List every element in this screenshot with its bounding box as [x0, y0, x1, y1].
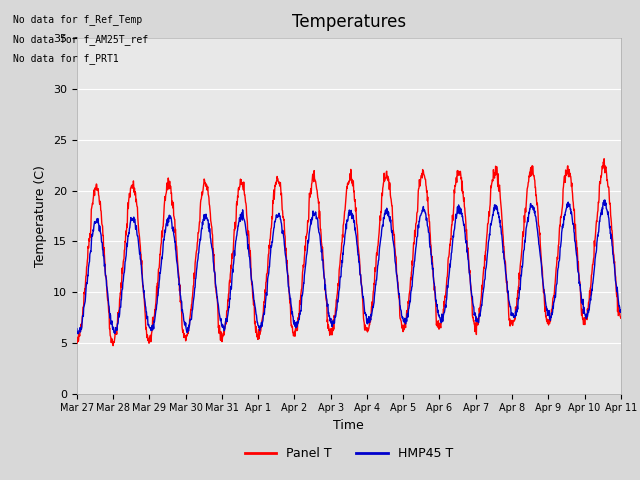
Y-axis label: Temperature (C): Temperature (C) [35, 165, 47, 267]
Text: No data for f_AM25T_ref: No data for f_AM25T_ref [13, 34, 148, 45]
Text: No data for f_PRT1: No data for f_PRT1 [13, 53, 118, 64]
Title: Temperatures: Temperatures [292, 13, 406, 31]
Text: No data for f_Ref_Temp: No data for f_Ref_Temp [13, 14, 142, 25]
X-axis label: Time: Time [333, 419, 364, 432]
Legend: Panel T, HMP45 T: Panel T, HMP45 T [239, 443, 458, 466]
Text: VR_met: VR_met [0, 479, 1, 480]
